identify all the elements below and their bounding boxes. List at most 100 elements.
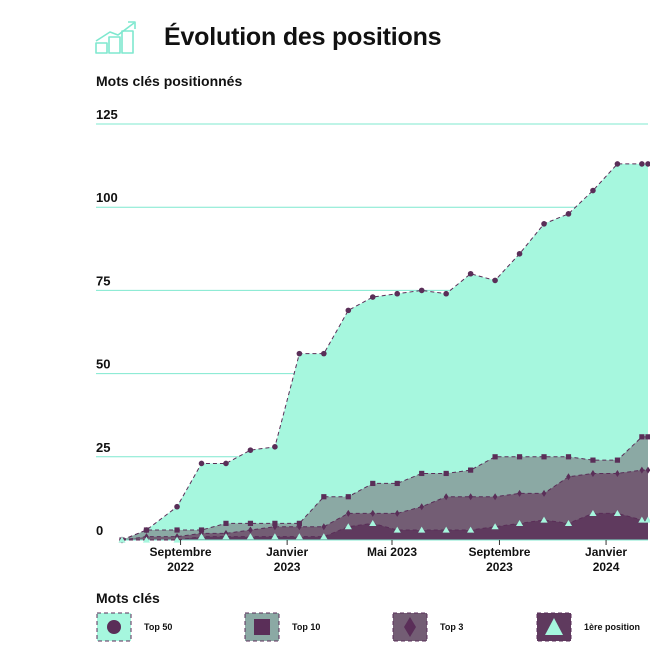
point-1-re-position-16 bbox=[515, 519, 524, 526]
point-top-3-18 bbox=[566, 473, 571, 481]
page-title: Évolution des positions bbox=[164, 22, 442, 51]
point-top-10-19 bbox=[590, 457, 596, 463]
point-1-re-position-19 bbox=[589, 509, 597, 516]
point-top-10-11 bbox=[394, 480, 400, 487]
point-top-50-8 bbox=[321, 350, 327, 357]
point-top-50-17 bbox=[541, 221, 547, 227]
point-top-10-21 bbox=[639, 434, 645, 440]
x-tick-label: 2023 bbox=[274, 560, 301, 574]
point-top-10-22 bbox=[645, 434, 650, 440]
y-tick-label-0: 0 bbox=[96, 523, 103, 538]
point-top-3-8 bbox=[321, 523, 327, 531]
positions-area-chart: 0255075100125Septembre2022Janvier2023Mai… bbox=[96, 107, 650, 574]
y-tick-label-75: 75 bbox=[96, 273, 110, 288]
point-top-10-12 bbox=[419, 470, 425, 477]
point-top-3-5 bbox=[248, 526, 253, 534]
x-tick-label: 2023 bbox=[486, 560, 513, 574]
point-1-re-position-6 bbox=[271, 533, 279, 540]
legend-item-top-3: Top 3 bbox=[392, 612, 463, 642]
point-top-3-13 bbox=[443, 493, 449, 501]
x-tick-label: 2022 bbox=[167, 560, 194, 574]
y-tick-label-100: 100 bbox=[96, 190, 118, 205]
point-top-50-15 bbox=[492, 277, 498, 284]
point-1-re-position-10 bbox=[369, 519, 377, 526]
point-top-50-18 bbox=[565, 211, 572, 217]
point-top-50-22 bbox=[645, 161, 650, 167]
point-top-50-4 bbox=[223, 460, 229, 467]
point-top-50-19 bbox=[590, 187, 596, 194]
legend-label: Top 10 bbox=[292, 622, 321, 632]
legend-item-1-re-position: 1ère position bbox=[536, 612, 640, 642]
markers-1-re-position bbox=[118, 509, 650, 543]
point-top-3-6 bbox=[272, 523, 278, 531]
point-top-3-9 bbox=[346, 509, 351, 517]
point-1-re-position-20 bbox=[613, 509, 622, 516]
point-1-re-position-12 bbox=[418, 526, 426, 533]
point-1-re-position-5 bbox=[246, 533, 255, 540]
point-1-re-position-22 bbox=[644, 516, 650, 523]
point-top-50-10 bbox=[369, 294, 376, 300]
point-top-3-19 bbox=[590, 469, 596, 477]
point-top-50-12 bbox=[418, 287, 425, 294]
point-top-10-18 bbox=[565, 454, 572, 460]
point-1-re-position-1 bbox=[142, 536, 151, 543]
legend-swatch-triangle bbox=[536, 612, 572, 642]
y-tick-label-125: 125 bbox=[96, 107, 118, 122]
point-top-10-15 bbox=[492, 454, 498, 460]
point-top-3-21 bbox=[639, 466, 645, 474]
point-top-50-14 bbox=[467, 270, 474, 277]
point-top-3-12 bbox=[419, 503, 424, 511]
point-top-10-2 bbox=[174, 527, 180, 533]
point-top-50-9 bbox=[345, 307, 352, 314]
point-top-10-1 bbox=[143, 527, 150, 533]
point-1-re-position-9 bbox=[344, 523, 352, 530]
point-top-10-5 bbox=[247, 520, 254, 526]
legend-label: Top 50 bbox=[144, 622, 173, 632]
point-top-50-20 bbox=[614, 161, 621, 167]
area-top-3 bbox=[122, 470, 648, 540]
area-top-50 bbox=[122, 163, 648, 540]
x-tick-label: Janvier bbox=[585, 545, 627, 559]
chart-header: Évolution des positions bbox=[94, 14, 442, 60]
point-top-3-14 bbox=[468, 493, 473, 501]
point-1-re-position-8 bbox=[320, 533, 328, 540]
point-top-50-6 bbox=[272, 444, 278, 450]
point-top-50-11 bbox=[394, 290, 401, 297]
point-top-50-21 bbox=[639, 161, 645, 167]
x-tick-label: Janvier bbox=[266, 545, 308, 559]
y-axis-label: Mots clés positionnés bbox=[96, 73, 243, 89]
point-top-50-7 bbox=[296, 350, 303, 357]
point-top-10-14 bbox=[468, 467, 474, 473]
x-tick-label: Septembre bbox=[468, 545, 530, 559]
point-top-3-7 bbox=[297, 523, 302, 531]
point-top-50-3 bbox=[198, 460, 205, 467]
y-tick-label-50: 50 bbox=[96, 357, 110, 372]
point-1-re-position-4 bbox=[222, 533, 230, 540]
point-1-re-position-0 bbox=[118, 536, 126, 543]
point-top-10-16 bbox=[516, 454, 523, 460]
point-top-50-16 bbox=[516, 250, 523, 257]
y-tick-label-25: 25 bbox=[96, 440, 110, 455]
point-top-3-11 bbox=[394, 509, 400, 517]
point-1-re-position-15 bbox=[491, 523, 499, 530]
point-1-re-position-2 bbox=[173, 536, 181, 543]
legend-title: Mots clés bbox=[96, 590, 160, 606]
point-1-re-position-21 bbox=[638, 516, 646, 523]
legend-label: 1ère position bbox=[584, 622, 641, 632]
point-top-10-9 bbox=[345, 494, 351, 500]
area-1-re-position bbox=[122, 513, 648, 540]
x-tick-label: Septembre bbox=[150, 545, 212, 559]
growth-chart-icon bbox=[95, 21, 136, 54]
legend-swatch-diamond bbox=[392, 612, 428, 642]
point-top-50-2 bbox=[174, 503, 180, 510]
point-top-3-20 bbox=[615, 469, 620, 477]
point-top-50-13 bbox=[443, 290, 449, 297]
point-top-3-22 bbox=[645, 466, 650, 474]
point-top-10-8 bbox=[321, 494, 327, 500]
point-top-50-5 bbox=[247, 447, 254, 453]
legend-label: Top 3 bbox=[440, 622, 464, 632]
legend-swatch-circle bbox=[96, 612, 132, 642]
point-1-re-position-17 bbox=[540, 516, 548, 523]
point-1-re-position-11 bbox=[393, 526, 401, 533]
point-top-3-17 bbox=[541, 489, 547, 497]
